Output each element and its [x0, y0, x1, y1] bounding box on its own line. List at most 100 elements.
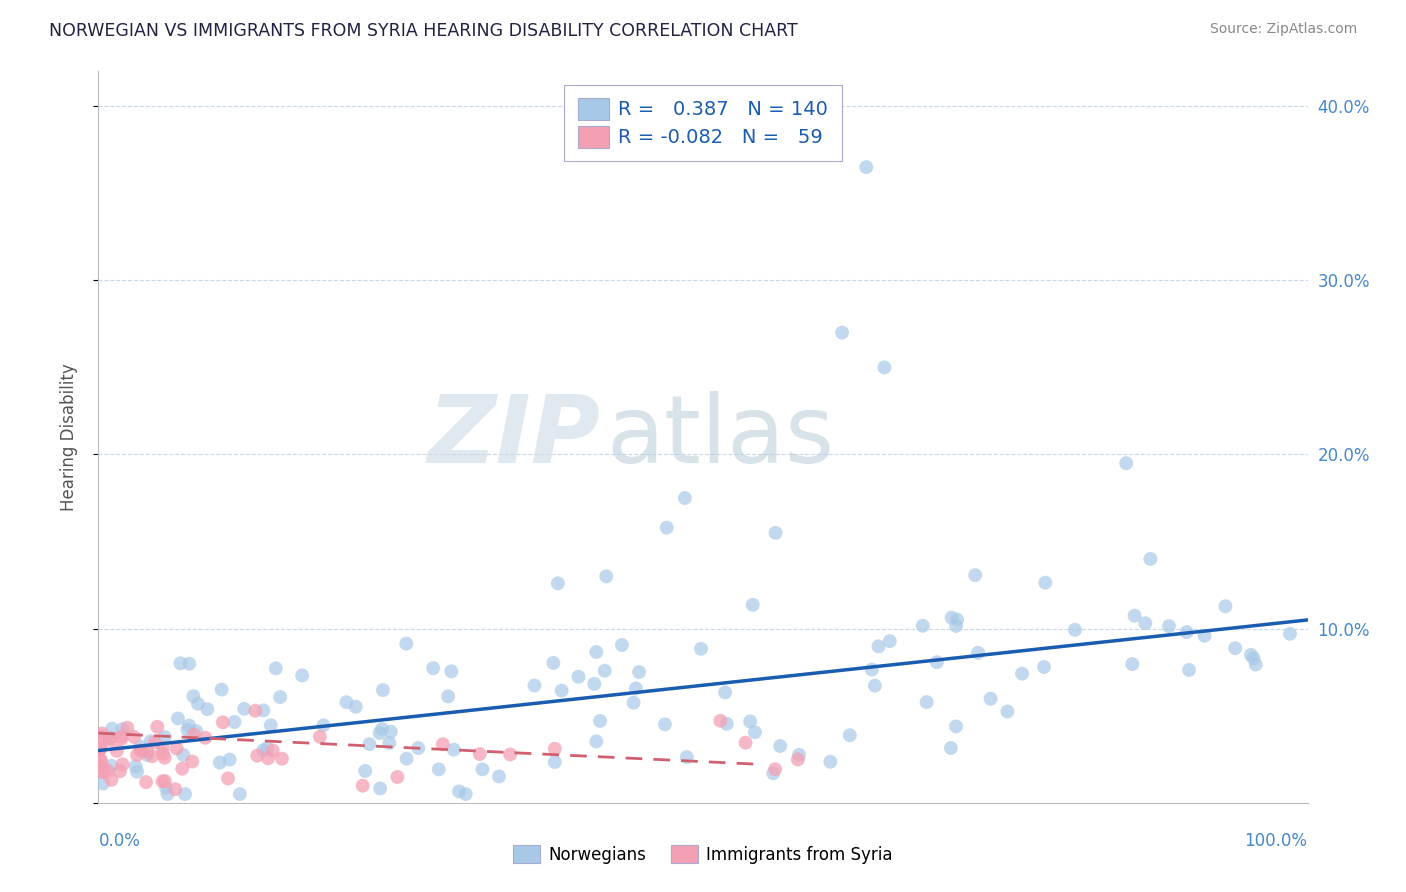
Point	[623, 696, 645, 710]
Point	[179, 657, 201, 671]
Point	[1240, 648, 1263, 662]
Point	[714, 685, 737, 699]
Point	[129, 739, 152, 754]
Point	[734, 736, 756, 750]
Point	[136, 745, 159, 759]
Point	[100, 731, 122, 746]
Point	[90, 764, 112, 779]
Point	[368, 726, 391, 740]
Point	[245, 704, 267, 718]
Point	[860, 663, 883, 677]
Legend: R =   0.387   N = 140, R = -0.082   N =   59: R = 0.387 N = 140, R = -0.082 N = 59	[564, 85, 842, 161]
Point	[980, 691, 1002, 706]
Point	[368, 781, 391, 796]
Point	[673, 491, 696, 505]
Point	[831, 326, 853, 340]
Point	[155, 780, 177, 795]
Point	[93, 765, 115, 780]
Point	[595, 569, 617, 583]
Point	[141, 749, 163, 764]
Point	[716, 716, 738, 731]
Text: 0.0%: 0.0%	[98, 832, 141, 850]
Point	[544, 741, 567, 756]
Point	[1011, 666, 1033, 681]
Point	[585, 734, 607, 748]
Point	[354, 764, 377, 778]
Point	[915, 695, 938, 709]
Point	[108, 764, 131, 779]
Point	[945, 619, 967, 633]
Point	[291, 668, 314, 682]
Point	[153, 750, 176, 764]
Point	[135, 775, 157, 789]
Point	[224, 714, 246, 729]
Point	[1157, 619, 1180, 633]
Point	[89, 741, 111, 756]
Point	[87, 758, 110, 772]
Point	[153, 774, 176, 789]
Point	[583, 677, 606, 691]
Point	[427, 762, 450, 776]
Y-axis label: Hearing Disability: Hearing Disability	[59, 363, 77, 511]
Point	[91, 759, 114, 773]
Point	[911, 618, 934, 632]
Point	[105, 744, 128, 758]
Point	[499, 747, 522, 762]
Point	[550, 683, 572, 698]
Point	[593, 664, 616, 678]
Point	[868, 640, 890, 654]
Point	[174, 787, 197, 801]
Point	[997, 705, 1019, 719]
Point	[271, 752, 294, 766]
Point	[122, 730, 145, 744]
Point	[690, 641, 713, 656]
Point	[111, 757, 134, 772]
Point	[183, 728, 205, 742]
Point	[468, 747, 491, 761]
Point	[269, 690, 291, 704]
Point	[100, 759, 122, 773]
Point	[1244, 657, 1267, 672]
Point	[246, 748, 269, 763]
Point	[260, 718, 283, 732]
Point	[165, 782, 187, 797]
Point	[312, 718, 335, 732]
Point	[544, 755, 567, 769]
Point	[655, 521, 678, 535]
Point	[741, 598, 763, 612]
Point	[675, 750, 697, 764]
Point	[589, 714, 612, 728]
Point	[925, 655, 948, 669]
Point	[1178, 663, 1201, 677]
Point	[763, 762, 786, 776]
Point	[101, 722, 124, 736]
Point	[443, 742, 465, 756]
Point	[941, 610, 963, 624]
Point	[169, 657, 191, 671]
Point	[454, 787, 477, 801]
Point	[110, 730, 132, 744]
Point	[740, 714, 762, 729]
Text: atlas: atlas	[606, 391, 835, 483]
Point	[211, 682, 233, 697]
Point	[1139, 552, 1161, 566]
Point	[432, 737, 454, 751]
Point	[90, 729, 112, 743]
Point	[378, 736, 401, 750]
Point	[218, 753, 240, 767]
Point	[176, 723, 198, 737]
Point	[395, 637, 418, 651]
Point	[628, 665, 651, 679]
Point	[124, 759, 146, 773]
Point	[371, 683, 394, 698]
Point	[1123, 608, 1146, 623]
Text: NORWEGIAN VS IMMIGRANTS FROM SYRIA HEARING DISABILITY CORRELATION CHART: NORWEGIAN VS IMMIGRANTS FROM SYRIA HEARI…	[49, 22, 799, 40]
Point	[1135, 616, 1157, 631]
Text: Source: ZipAtlas.com: Source: ZipAtlas.com	[1209, 22, 1357, 37]
Point	[146, 720, 169, 734]
Point	[91, 726, 114, 740]
Point	[1115, 456, 1137, 470]
Point	[208, 756, 231, 770]
Point	[387, 770, 409, 784]
Point	[855, 160, 877, 174]
